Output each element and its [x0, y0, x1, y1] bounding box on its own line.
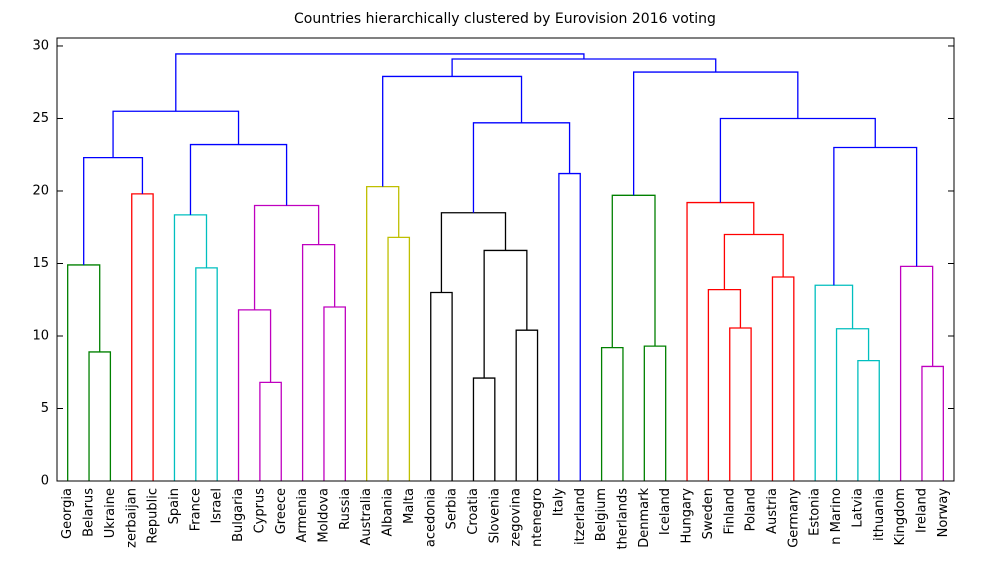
dendrogram-link [301, 243, 336, 481]
leaf-label: Georgia [60, 488, 75, 539]
leaf-label: therlands [615, 488, 630, 550]
dendrogram-link [195, 267, 218, 481]
dendrogram-link [382, 75, 523, 187]
leaf-label: Croatia [466, 488, 481, 535]
y-tick-label: 10 [32, 328, 49, 343]
y-tick-label: 20 [32, 183, 49, 198]
leaf-label: Estonia [808, 488, 823, 536]
leaf-label: itzerland [573, 488, 588, 545]
leaf-label: ntenegro [530, 488, 545, 547]
dendrogram-link [67, 264, 101, 481]
leaf-label: France [188, 488, 203, 531]
dendrogram-link [719, 117, 876, 203]
leaf-label: n Marino [829, 488, 844, 545]
leaf-label: Norway [936, 488, 951, 538]
dendrogram-link [611, 194, 656, 348]
leaf-label: Serbia [445, 488, 460, 529]
dendrogram-link [440, 212, 507, 293]
plot-frame [56, 37, 955, 482]
leaf-label: Austria [765, 488, 780, 534]
dendrogram-link [899, 265, 934, 481]
leaf-label: acedonia [423, 488, 438, 547]
leaf-label: Armenia [295, 488, 310, 543]
leaf-label: Latvia [850, 488, 865, 528]
dendrogram-link [175, 53, 585, 112]
leaf-label: Cyprus [252, 488, 267, 534]
leaf-label: Republic [146, 488, 161, 544]
leaf-label: Ukraine [103, 488, 118, 538]
dendrogram-link [88, 351, 112, 481]
dendrogram-link [83, 156, 144, 265]
dendrogram-link [814, 284, 854, 481]
leaf-label: Albania [381, 488, 396, 537]
dendrogram-link [921, 365, 944, 481]
leaf-label: Germany [786, 488, 801, 548]
leaf-label: Greece [274, 488, 289, 534]
dendrogram-link [451, 58, 717, 77]
leaf-label: Italy [551, 488, 566, 517]
leaf-label: ithuania [872, 488, 887, 541]
leaf-label: Poland [744, 488, 759, 531]
leaf-label: Australia [359, 488, 374, 546]
y-tick-label: 25 [32, 111, 49, 126]
dendrogram-link [483, 249, 528, 379]
dendrogram-link [558, 172, 581, 481]
leaf-label: zegovina [509, 488, 524, 547]
leaf-label: Israel [210, 488, 225, 524]
leaf-label: Ireland [914, 488, 929, 533]
leaf-label: Malta [402, 488, 417, 524]
dendrogram-link [472, 122, 571, 213]
leaf-label: Belgium [594, 488, 609, 541]
leaf-label: Bulgaria [231, 488, 246, 542]
y-tick-label: 30 [32, 38, 49, 53]
leaf-label: Kingdom [893, 488, 908, 546]
leaf-label: Moldova [316, 488, 331, 543]
leaf-label: Hungary [680, 488, 695, 544]
leaf-label: Spain [167, 488, 182, 524]
leaf-label: Denmark [637, 488, 652, 548]
leaf-label: Iceland [658, 488, 673, 535]
dendrogram-link [131, 193, 154, 481]
chart-title: Countries hierarchically clustered by Eu… [294, 11, 716, 27]
leaf-label: Sweden [701, 488, 716, 539]
dendrogram-link [173, 214, 208, 481]
y-tick-label: 0 [41, 474, 49, 489]
leaf-label: Russia [338, 488, 353, 530]
leaf-label: Finland [722, 488, 737, 534]
leaf-label: Slovenia [487, 488, 502, 543]
leaf-label: zerbaijan [124, 488, 139, 548]
y-tick-label: 5 [41, 401, 49, 416]
leaf-label: Belarus [82, 488, 97, 537]
y-tick-label: 15 [32, 256, 49, 271]
